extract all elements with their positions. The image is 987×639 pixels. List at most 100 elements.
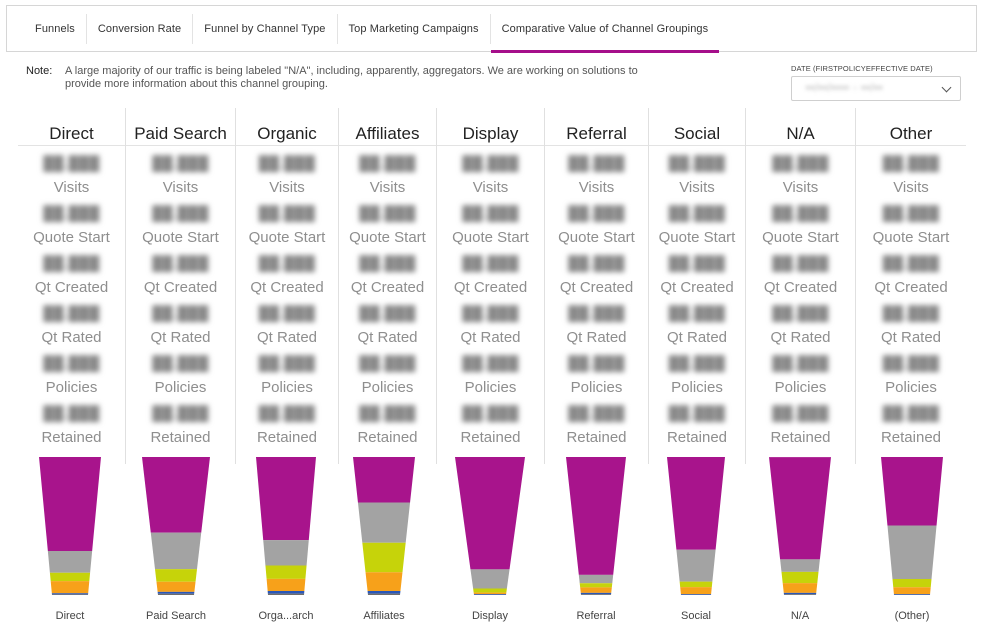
funnel-chart[interactable]	[546, 455, 646, 599]
funnel-segment-quote-start[interactable]	[150, 532, 202, 570]
metric-value: ██,███	[43, 305, 100, 321]
funnel-segment-quote-start[interactable]	[578, 574, 614, 584]
funnel-segment-visits[interactable]	[142, 457, 210, 533]
funnel-segment-policies[interactable]	[893, 594, 931, 595]
channel-column-display: Display ██,███ Visits ██,███ Quote Start ██,█…	[436, 108, 544, 464]
funnel-segment-quote-start[interactable]	[47, 551, 93, 573]
funnel-segment-policies[interactable]	[580, 592, 612, 595]
funnel-segment-qt-rated[interactable]	[156, 581, 196, 592]
metric-value: ██,███	[568, 255, 625, 271]
metric-label: Visits	[369, 179, 406, 196]
date-filter-select[interactable]: ••/••/•••• - ••/••	[791, 76, 961, 101]
funnel-segment-policies[interactable]	[157, 591, 195, 594]
tab-funnels[interactable]: Funnels	[7, 14, 87, 44]
channel-column-affiliates: Affiliates ██,███ Visits ██,███ Quote Start █…	[338, 108, 436, 464]
channel-metrics-grid: Direct ██,███ Visits ██,███ Quote Start ██,██…	[18, 108, 966, 464]
tab-conversion-rate[interactable]: Conversion Rate	[87, 14, 194, 44]
funnel-segment-retained[interactable]	[580, 594, 612, 595]
metric-label: Policies	[45, 379, 98, 396]
metric-value: ██,███	[152, 155, 209, 171]
funnel-chart[interactable]	[20, 455, 120, 599]
metric-value: ██,███	[772, 305, 829, 321]
funnel-chart[interactable]	[440, 455, 540, 599]
funnel-chart[interactable]	[750, 455, 850, 599]
funnel-segment-qt-rated[interactable]	[50, 581, 90, 594]
metric-value: ██,███	[43, 205, 100, 221]
funnel-segment-quote-start[interactable]	[780, 559, 820, 572]
channel-title: Other	[889, 124, 933, 143]
funnel-segment-retained[interactable]	[783, 594, 817, 595]
metric-label: Qt Created	[250, 279, 324, 296]
funnel-segment-qt-rated[interactable]	[680, 587, 712, 595]
funnel-segment-policies[interactable]	[367, 590, 401, 594]
funnel-segment-qt-created[interactable]	[265, 565, 307, 579]
funnel-segment-retained[interactable]	[157, 593, 195, 595]
channel-title: Display	[462, 124, 519, 143]
funnel-segment-visits[interactable]	[39, 457, 101, 552]
metric-label: Visits	[782, 179, 819, 196]
funnel-segment-quote-start[interactable]	[357, 502, 411, 543]
funnel-chart[interactable]	[126, 455, 226, 599]
tab-funnel-by-channel-type[interactable]: Funnel by Channel Type	[193, 14, 338, 44]
metric-value: ██,███	[882, 255, 940, 271]
channel-column-referral: Referral ██,███ Visits ██,███ Quote Start ██,…	[544, 108, 648, 464]
channel-column-paid-search: Paid Search ██,███ Visits ██,███ Quote Start…	[125, 108, 235, 464]
funnel-segment-quote-start[interactable]	[676, 549, 716, 582]
funnel-segment-qt-created[interactable]	[579, 583, 613, 588]
channel-title: N/A	[786, 124, 815, 143]
funnel-segment-visits[interactable]	[256, 457, 316, 541]
funnel-segment-qt-created[interactable]	[362, 542, 406, 573]
funnel-segment-qt-rated[interactable]	[580, 587, 612, 593]
funnel-segment-qt-rated[interactable]	[266, 578, 306, 591]
metric-label: Qt Rated	[41, 329, 102, 346]
funnel-label: (Other)	[894, 610, 930, 622]
funnel-segment-visits[interactable]	[769, 457, 831, 560]
funnel-segment-qt-created[interactable]	[892, 578, 932, 588]
tab-bar: Funnels Conversion Rate Funnel by Channe…	[6, 5, 977, 53]
funnel-segment-retained[interactable]	[51, 594, 89, 595]
metric-label: Qt Rated	[566, 329, 627, 346]
metric-label: Qt Created	[660, 279, 734, 296]
funnel-segment-visits[interactable]	[566, 457, 626, 575]
funnel-segment-quote-start[interactable]	[470, 569, 510, 589]
funnel-segment-qt-created[interactable]	[155, 569, 197, 582]
funnel-segment-visits[interactable]	[455, 457, 525, 570]
funnel-segment-qt-created[interactable]	[473, 588, 507, 593]
channel-title: Paid Search	[134, 124, 227, 143]
funnel-segment-qt-rated[interactable]	[893, 587, 931, 595]
funnel-segment-retained[interactable]	[367, 593, 401, 595]
metric-label: Quote Start	[872, 229, 950, 246]
funnel-segment-qt-created[interactable]	[679, 581, 713, 588]
tab-top-marketing-campaigns[interactable]: Top Marketing Campaigns	[338, 14, 491, 44]
metric-label: Qt Created	[559, 279, 634, 296]
funnel-chart[interactable]	[334, 455, 434, 599]
metric-label: Qt Rated	[460, 329, 521, 346]
funnel-segment-qt-created[interactable]	[49, 572, 91, 582]
funnel-segment-qt-rated[interactable]	[473, 592, 507, 595]
metric-label: Quote Start	[349, 229, 426, 246]
funnel-segment-policies[interactable]	[51, 593, 89, 595]
chevron-down-icon[interactable]	[941, 82, 952, 93]
metric-value: ██,███	[258, 155, 316, 171]
funnel-segment-qt-rated[interactable]	[365, 572, 403, 591]
funnel-segment-quote-start[interactable]	[887, 525, 937, 579]
funnel-segment-policies[interactable]	[473, 594, 507, 595]
funnel-segment-visits[interactable]	[353, 457, 415, 503]
tab-comparative-value-of-channel-groupings[interactable]: Comparative Value of Channel Groupings	[490, 14, 720, 53]
funnel-chart[interactable]	[236, 455, 336, 599]
metric-label: Retained	[357, 429, 418, 446]
metric-value: ██,███	[462, 205, 519, 221]
funnel-segment-policies[interactable]	[783, 592, 817, 595]
metric-label: Qt Rated	[770, 329, 831, 346]
funnel-segment-quote-start[interactable]	[263, 540, 309, 566]
funnel-chart[interactable]	[646, 455, 746, 599]
funnel-segment-visits[interactable]	[881, 457, 943, 526]
funnel-segment-qt-created[interactable]	[781, 571, 819, 584]
funnel-segment-policies[interactable]	[680, 594, 712, 595]
metric-label: Retained	[460, 429, 521, 446]
funnel-chart[interactable]	[862, 455, 962, 599]
funnel-segment-visits[interactable]	[667, 457, 725, 550]
funnel-segment-policies[interactable]	[267, 590, 305, 594]
funnel-segment-retained[interactable]	[267, 593, 305, 595]
funnel-segment-qt-rated[interactable]	[782, 583, 818, 593]
